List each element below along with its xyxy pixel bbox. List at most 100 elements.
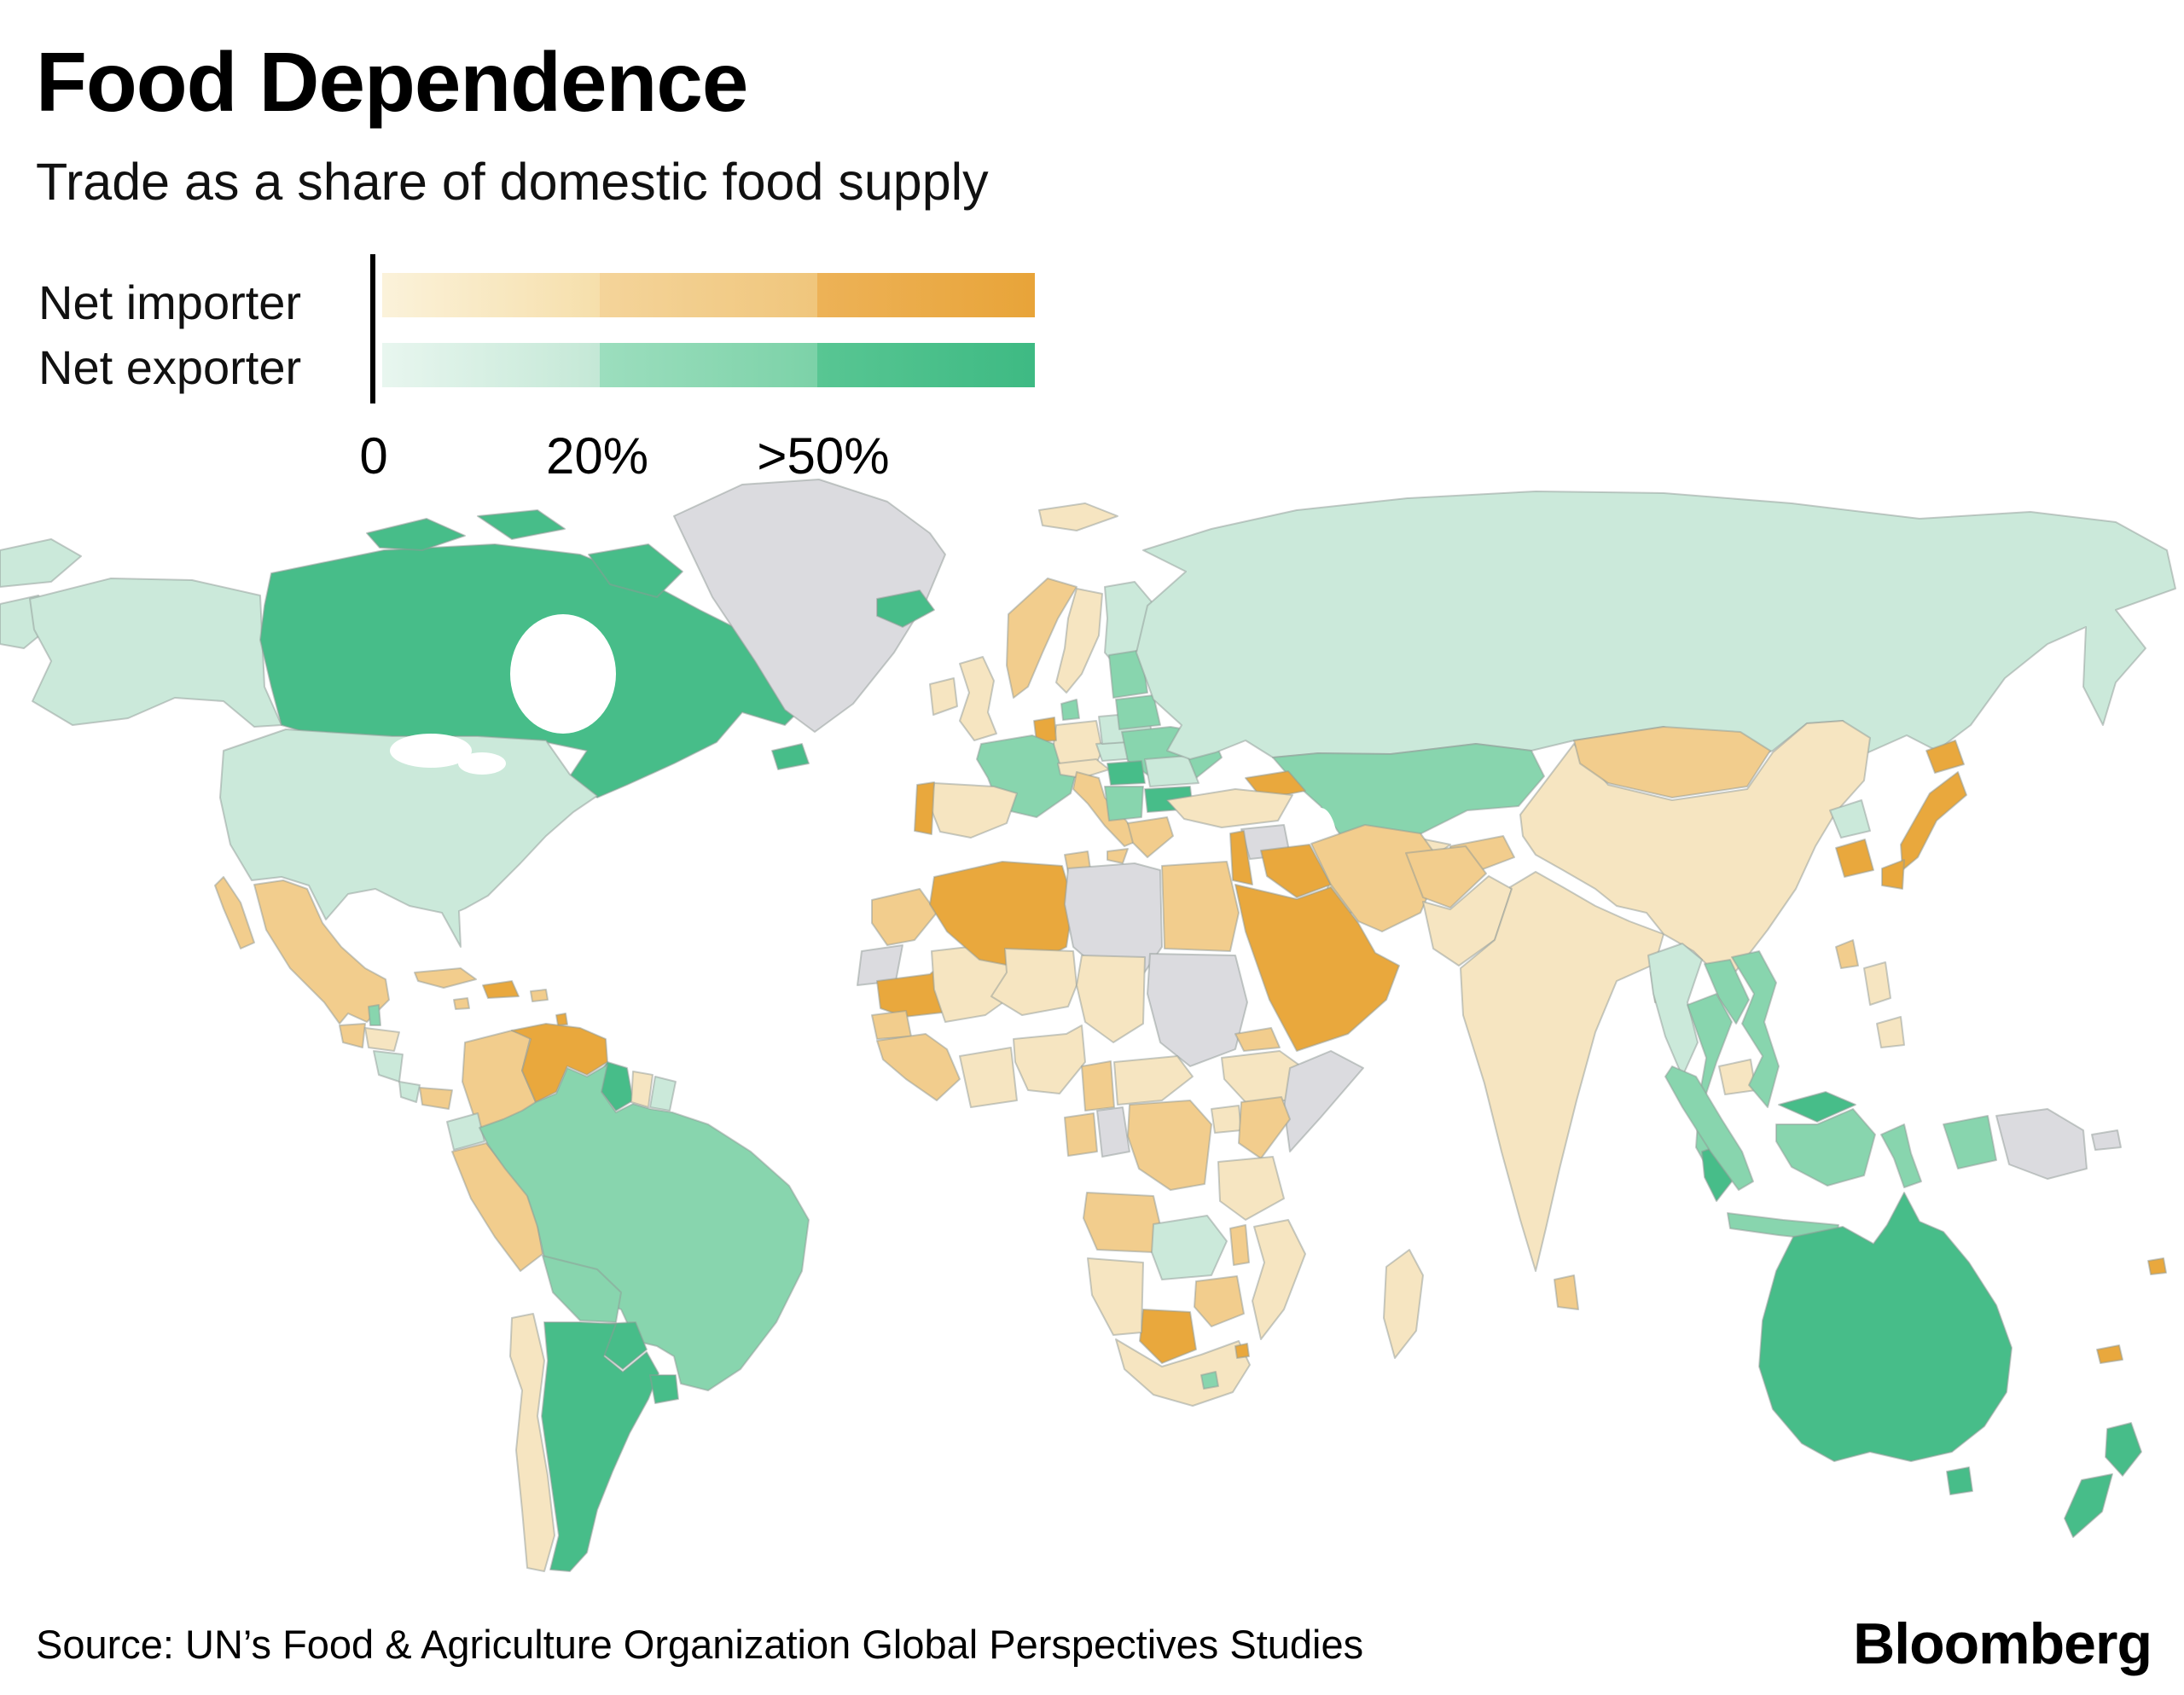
region-east-asia [1519,720,1967,1048]
country-afghanistan [1405,845,1487,908]
country-lesser-antilles [555,1013,568,1026]
country-romania [1144,755,1199,787]
country-tanzania [1217,1156,1285,1221]
legend-swatch-exporter-2 [600,343,817,387]
country-malaysia-borneo [1778,1091,1856,1123]
country-fiji [2147,1257,2167,1275]
country-somalia [1283,1050,1364,1152]
country-tasmania [1946,1466,1973,1495]
great-lakes [390,734,472,768]
country-guatemala [339,1023,366,1048]
country-mexico-baja [214,876,255,949]
country-suriname [630,1071,653,1108]
country-namibia [1087,1257,1144,1336]
legend-swatch-importer-2 [600,273,817,317]
country-spain [929,782,1018,839]
country-switzerland-austria [1057,758,1110,779]
legend-swatch-importer-1 [382,273,600,317]
country-japan-hokkaido [1926,740,1965,774]
country-french-guiana [649,1076,677,1112]
country-argentina [541,1321,659,1572]
country-puerto-rico [530,989,549,1002]
region-europe [876,502,1223,864]
country-central-african-republic [1113,1055,1194,1106]
country-zimbabwe [1194,1275,1245,1327]
country-philippines-mindanao [1876,1016,1905,1048]
legend-swatch-exporter-1 [382,343,600,387]
country-morocco [871,888,938,946]
country-sudan [1147,953,1248,1067]
country-russia [1136,491,2176,760]
country-new-caledonia [2096,1344,2123,1364]
country-niger [990,948,1077,1016]
country-bolivia [542,1255,622,1323]
country-malawi [1229,1224,1250,1266]
country-venezuela [511,1023,608,1103]
world-map-container [0,469,2184,1612]
country-eritrea [1234,1027,1281,1052]
country-mongolia [1573,726,1771,798]
country-greece [1127,816,1174,858]
country-baffin-island [588,543,683,598]
region-africa [857,850,1424,1407]
country-japan-honshu [1900,771,1967,871]
country-italy [1072,771,1140,847]
legend-tick-twenty: 20% [545,427,649,485]
country-sri-lanka [1554,1274,1579,1310]
country-denmark [1060,699,1080,721]
country-ecuador [446,1112,485,1151]
country-south-korea [1835,839,1874,878]
country-congo [1096,1106,1130,1158]
country-gabon [1064,1112,1098,1157]
country-jordan-israel [1229,830,1253,885]
country-hispaniola [482,980,520,999]
country-eswatini [1234,1343,1250,1359]
legend-label-net-importer: Net importer [38,276,302,329]
country-portugal [914,781,935,835]
country-mozambique [1252,1219,1306,1340]
country-new-zealand-south [2064,1473,2113,1538]
country-uganda [1211,1105,1242,1134]
country-panama [419,1087,453,1110]
country-iceland [876,589,935,628]
page-title: Food Dependence [36,35,748,129]
country-ireland [929,677,958,716]
country-new-britain [2091,1129,2122,1151]
country-senegal [871,1010,912,1040]
country-sweden [1055,588,1103,694]
country-alaska [29,578,282,728]
country-canada-arctic-islands [477,509,566,540]
country-indonesia-sulawesi [1880,1123,1922,1188]
country-brazil [479,1064,810,1391]
country-cameroon [1081,1060,1115,1112]
country-russia-wrap-sliver-1 [0,538,82,588]
country-zambia [1151,1215,1228,1280]
country-australia [1758,1192,2013,1462]
legend-swatch-importer-3 [817,273,1035,317]
country-nicaragua [373,1050,404,1083]
country-south-africa [1115,1338,1251,1407]
country-mexico [253,879,390,1025]
country-sicily [1107,848,1129,864]
country-belize [368,1004,381,1026]
country-canada-arctic-islands [366,518,466,551]
source-attribution: Source: UN’s Food & Agriculture Organiza… [36,1622,1364,1667]
region-north-america [0,479,946,1110]
country-belarus [1115,694,1161,730]
country-svalbard [1038,502,1118,531]
region-south-america [446,1023,810,1572]
region-southeast-asia-oceania [1647,943,2167,1538]
legend-axis-line [370,254,375,403]
country-dr-congo [1127,1100,1212,1191]
country-egypt [1161,861,1240,952]
country-iraq [1260,844,1332,898]
country-honduras [364,1027,400,1052]
great-lakes [458,752,506,775]
country-china [1519,720,1871,972]
country-new-zealand-north [2105,1422,2142,1477]
hudson-bay [510,614,616,734]
country-newfoundland [771,743,810,770]
country-india [1460,871,1664,1272]
country-saudi-arabia-peninsula [1234,884,1400,1052]
country-japan-kyushu [1881,859,1905,890]
